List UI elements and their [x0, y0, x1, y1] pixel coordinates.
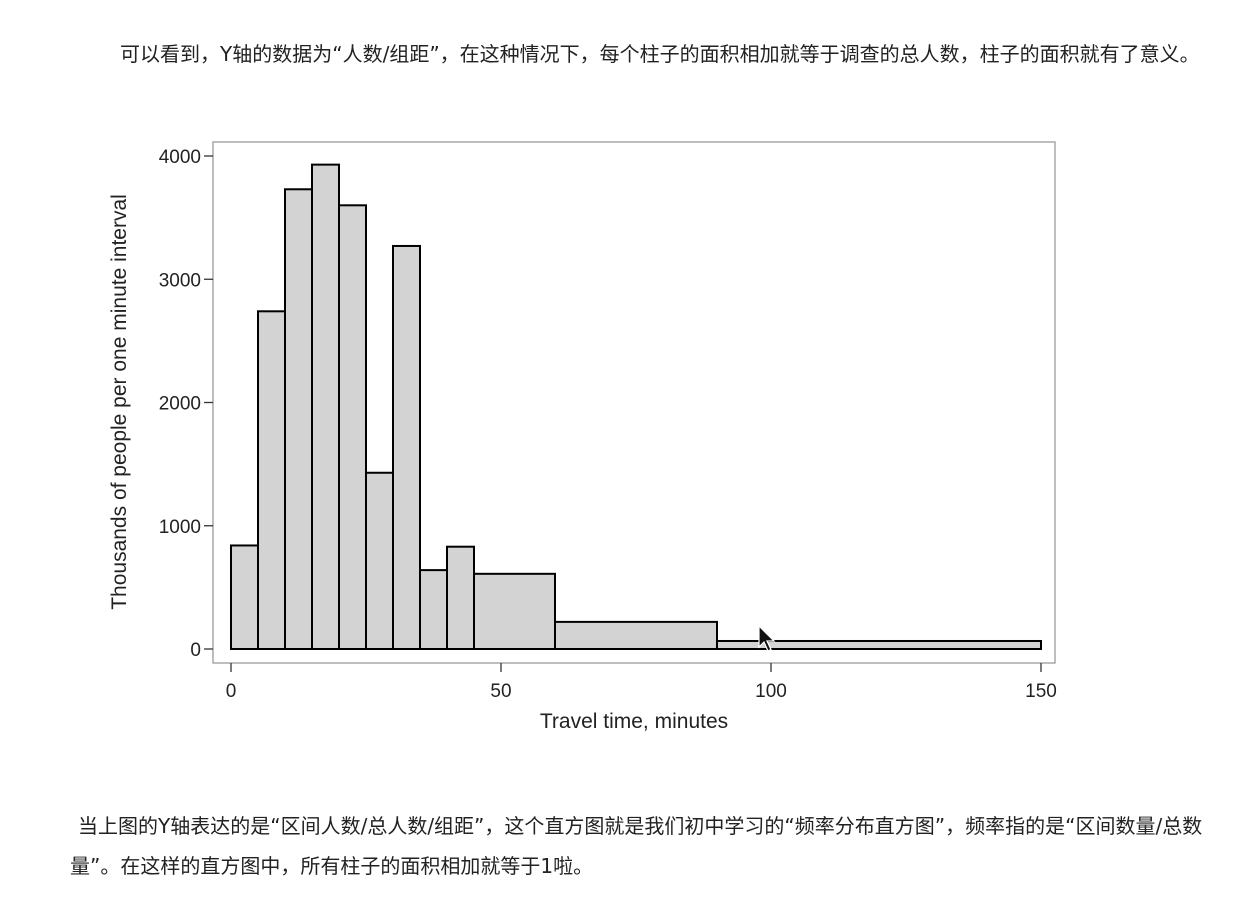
histogram-bar-1 — [257, 310, 286, 650]
y-tick-label-4: 4000 — [159, 147, 201, 168]
histogram-bars — [230, 163, 1042, 651]
histogram-bar-5 — [365, 471, 394, 650]
x-axis: 0 50 100 150 — [226, 663, 1057, 702]
x-tick-label-3: 150 — [1025, 681, 1057, 702]
y-tick-label-3: 3000 — [159, 270, 201, 291]
histogram-bar-0 — [230, 544, 259, 650]
y-tick-label-0: 0 — [190, 640, 201, 661]
histogram-bar-11 — [716, 639, 1042, 651]
histogram-bar-6 — [392, 244, 421, 650]
histogram-bar-9 — [473, 572, 556, 651]
y-tick-label-2: 2000 — [159, 394, 201, 415]
conclusion-paragraph: 当上图的Y轴表达的是“区间人数/总人数/组距”，这个直方图就是我们初中学习的“频… — [70, 806, 1218, 886]
y-axis-title: Thousands of people per one minute inter… — [108, 194, 131, 610]
mouse-pointer-icon — [758, 625, 776, 652]
y-tick-label-1: 1000 — [159, 517, 201, 538]
intro-paragraph-text: 可以看到，Y轴的数据为“人数/组距”，在这种情况下，每个柱子的面积相加就等于调查… — [120, 42, 1200, 66]
x-axis-title: Travel time, minutes — [540, 710, 728, 733]
intro-paragraph: 可以看到，Y轴的数据为“人数/组距”，在这种情况下，每个柱子的面积相加就等于调查… — [70, 34, 1218, 74]
histogram-bar-10 — [554, 620, 718, 651]
y-axis: 0 1000 2000 3000 4000 — [159, 147, 213, 661]
histogram-bar-2 — [284, 188, 313, 650]
histogram-bar-8 — [446, 545, 475, 651]
x-tick-label-0: 0 — [226, 681, 237, 702]
x-tick-label-2: 100 — [755, 681, 787, 702]
histogram-bar-7 — [419, 569, 448, 650]
conclusion-paragraph-text: 当上图的Y轴表达的是“区间人数/总人数/组距”，这个直方图就是我们初中学习的“频… — [70, 814, 1203, 878]
x-tick-label-1: 50 — [490, 681, 511, 702]
histogram-bar-4 — [338, 204, 367, 651]
histogram-bar-3 — [311, 163, 340, 650]
